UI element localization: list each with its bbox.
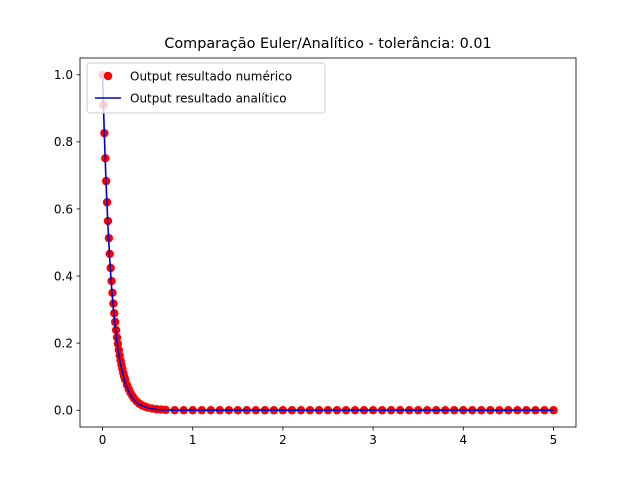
x-tick-label: 5 — [550, 433, 558, 447]
y-tick-label: 0.8 — [54, 135, 73, 149]
y-tick-label: 0.6 — [54, 202, 73, 216]
y-tick-label: 0.2 — [54, 336, 73, 350]
chart-title: Comparação Euler/Analítico - tolerância:… — [164, 36, 491, 52]
legend: Output resultado numérico Output resultad… — [86, 62, 326, 114]
x-tick-label: 3 — [369, 433, 377, 447]
axes-frame — [79, 57, 577, 428]
x-tick-label: 4 — [459, 433, 467, 447]
legend-box — [86, 62, 326, 114]
x-tick-label: 2 — [279, 433, 287, 447]
legend-label: Output resultado analítico — [130, 91, 287, 105]
plot-area — [98, 70, 558, 415]
plot-content — [98, 70, 558, 415]
analytic-series-line — [101, 74, 554, 412]
y-tick-label: 1.0 — [54, 68, 73, 82]
x-tick-label: 1 — [189, 433, 197, 447]
legend-marker-numeric — [103, 71, 113, 81]
y-tick-label: 0.4 — [54, 269, 73, 283]
y-tick-label: 0.0 — [54, 404, 73, 418]
legend-label: Output resultado numérico — [130, 69, 292, 83]
x-tick-label: 0 — [99, 433, 107, 447]
axes: 0 1 2 3 4 5 0.0 0.2 0.4 0.6 0.8 1.0 — [54, 57, 577, 447]
